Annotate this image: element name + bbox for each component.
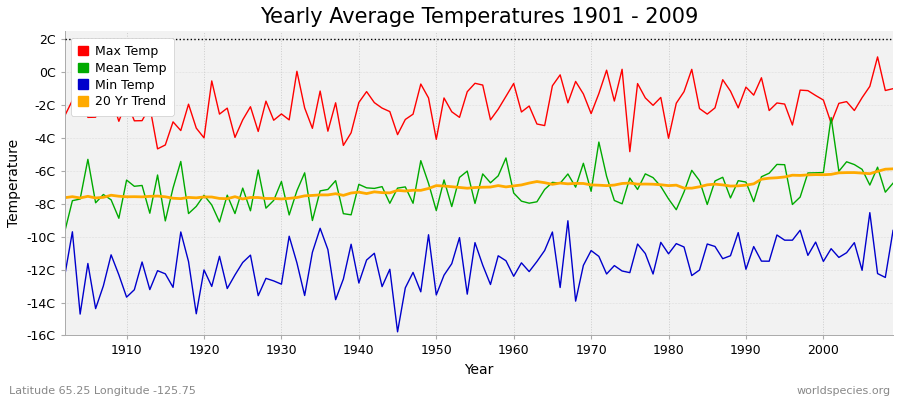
Text: worldspecies.org: worldspecies.org — [796, 386, 891, 396]
Legend: Max Temp, Mean Temp, Min Temp, 20 Yr Trend: Max Temp, Mean Temp, Min Temp, 20 Yr Tre… — [71, 38, 174, 116]
Title: Yearly Average Temperatures 1901 - 2009: Yearly Average Temperatures 1901 - 2009 — [260, 7, 698, 27]
X-axis label: Year: Year — [464, 363, 493, 377]
Text: Latitude 65.25 Longitude -125.75: Latitude 65.25 Longitude -125.75 — [9, 386, 196, 396]
Y-axis label: Temperature: Temperature — [7, 139, 21, 228]
